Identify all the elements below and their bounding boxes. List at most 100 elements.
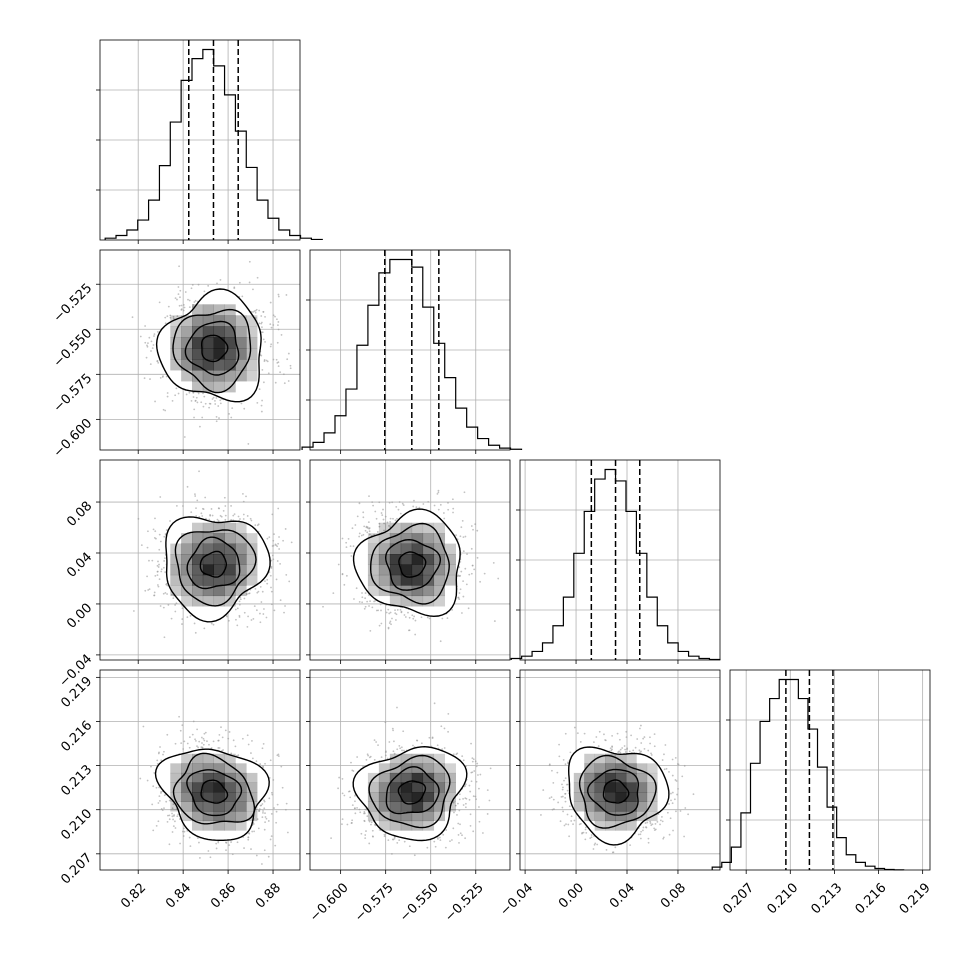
scatter-point — [595, 736, 598, 738]
scatter-point — [201, 515, 204, 517]
scatter-point — [200, 736, 203, 739]
scatter-point — [647, 749, 650, 752]
scatter-point — [267, 855, 270, 858]
scatter-point — [464, 806, 467, 809]
scatter-point — [272, 314, 275, 317]
scatter-point — [468, 784, 471, 787]
scatter-point — [453, 811, 455, 814]
density-cell — [378, 772, 391, 783]
scatter-point — [215, 842, 218, 845]
density-cell — [224, 564, 236, 576]
density-cell — [615, 782, 627, 793]
scatter-point — [374, 510, 377, 513]
scatter-point — [465, 583, 468, 586]
density-cell — [181, 543, 193, 555]
scatter-point — [567, 823, 570, 826]
scatter-point — [408, 629, 410, 632]
scatter-point — [187, 298, 189, 301]
scatter-point — [218, 417, 220, 419]
x-tick-label: −0.04 — [497, 880, 536, 919]
scatter-point — [274, 844, 277, 847]
scatter-point — [337, 563, 340, 566]
density-cell — [224, 315, 236, 327]
scatter-point — [152, 528, 155, 531]
scatter-point — [451, 839, 453, 841]
scatter-point — [388, 622, 391, 624]
scatter-point — [264, 812, 266, 814]
scatter-point — [174, 394, 177, 397]
scatter-point — [459, 823, 461, 826]
scatter-point — [156, 360, 159, 363]
contour-line — [186, 769, 243, 817]
scatter-point — [188, 746, 191, 749]
density-cell — [433, 574, 446, 586]
scatter-point — [481, 832, 484, 834]
scatter-point — [374, 599, 377, 602]
scatter-point — [552, 781, 555, 784]
contour-set — [352, 508, 461, 618]
scatter-point — [158, 533, 161, 536]
scatter-point — [206, 740, 208, 743]
scatter-point — [570, 820, 573, 822]
scatter-point — [259, 585, 262, 588]
density-cell — [411, 574, 424, 586]
panel-content — [540, 724, 695, 854]
scatter-point — [171, 831, 174, 833]
scatter-point — [469, 790, 472, 793]
scatter-point — [174, 297, 177, 299]
scatter-point — [179, 729, 182, 732]
scatter-point — [186, 742, 189, 745]
scatter-point — [203, 290, 206, 293]
density-cell — [444, 543, 456, 555]
scatter-point — [362, 511, 365, 514]
scatter-point — [258, 808, 261, 810]
scatter-point — [661, 816, 663, 818]
scatter-point — [350, 761, 352, 764]
density-cell — [224, 370, 236, 382]
scatter-point — [258, 322, 261, 325]
panel-frame — [309, 249, 511, 451]
scatter-point — [267, 372, 270, 375]
scatter-point — [204, 731, 207, 734]
density-cell — [170, 564, 182, 576]
scatter-point — [391, 853, 393, 855]
density-cell — [235, 326, 247, 338]
histogram-panel: 0.207 0.210 0.213 0.216 0.219 — [711, 669, 934, 917]
scatter-point — [174, 610, 177, 613]
density-cell — [235, 574, 247, 586]
scatter-point — [402, 730, 405, 733]
scatter-point — [636, 738, 639, 740]
scatter-point — [646, 821, 649, 824]
scatter-point — [264, 315, 266, 318]
scatter-point — [153, 594, 155, 597]
density-cell — [433, 763, 446, 774]
density-cell — [235, 315, 247, 327]
density-cell — [224, 763, 236, 774]
scatter-point — [447, 730, 449, 733]
scatter-point — [189, 614, 192, 617]
contour-line — [172, 308, 252, 394]
scatter-point — [397, 508, 400, 511]
density-cell — [625, 820, 637, 831]
scatter-point — [393, 836, 396, 839]
scatter-point — [218, 747, 221, 749]
scatter-point — [479, 773, 482, 776]
scatter-point — [395, 613, 398, 616]
scatter-point — [322, 605, 324, 608]
scatter-point — [439, 640, 442, 643]
scatter-point — [162, 408, 165, 411]
scatter-point — [257, 523, 260, 526]
scatter-point — [174, 827, 177, 829]
y-tick-label: 0.04 — [64, 550, 95, 581]
scatter-point — [287, 380, 290, 382]
scatter-point — [269, 759, 272, 762]
scatter-point — [289, 367, 292, 370]
scatter-point — [195, 396, 198, 399]
scatter-point — [361, 601, 364, 604]
scatter-point — [661, 820, 664, 823]
density-cell — [181, 763, 193, 774]
scatter-point — [157, 566, 160, 568]
scatter-point — [249, 517, 252, 520]
scatter-point — [172, 597, 175, 600]
scatter-point — [181, 607, 184, 610]
